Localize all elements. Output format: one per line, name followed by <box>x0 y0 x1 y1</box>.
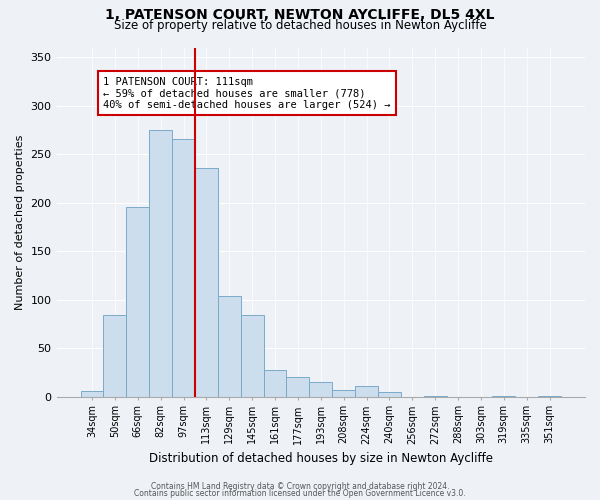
Text: 1 PATENSON COURT: 111sqm
← 59% of detached houses are smaller (778)
40% of semi-: 1 PATENSON COURT: 111sqm ← 59% of detach… <box>103 76 391 110</box>
Bar <box>149 130 172 396</box>
Bar <box>355 386 378 396</box>
X-axis label: Distribution of detached houses by size in Newton Aycliffe: Distribution of detached houses by size … <box>149 452 493 465</box>
Bar <box>80 390 103 396</box>
Bar <box>378 392 401 396</box>
Bar <box>241 315 263 396</box>
Bar <box>195 168 218 396</box>
Text: Size of property relative to detached houses in Newton Aycliffe: Size of property relative to detached ho… <box>113 18 487 32</box>
Bar <box>310 382 332 396</box>
Bar <box>263 370 286 396</box>
Bar <box>286 377 310 396</box>
Text: Contains HM Land Registry data © Crown copyright and database right 2024.: Contains HM Land Registry data © Crown c… <box>151 482 449 491</box>
Bar <box>218 296 241 396</box>
Bar <box>172 138 195 396</box>
Bar <box>332 390 355 396</box>
Bar <box>103 315 127 396</box>
Bar <box>127 206 149 396</box>
Text: Contains public sector information licensed under the Open Government Licence v3: Contains public sector information licen… <box>134 489 466 498</box>
Y-axis label: Number of detached properties: Number of detached properties <box>15 134 25 310</box>
Text: 1, PATENSON COURT, NEWTON AYCLIFFE, DL5 4XL: 1, PATENSON COURT, NEWTON AYCLIFFE, DL5 … <box>105 8 495 22</box>
